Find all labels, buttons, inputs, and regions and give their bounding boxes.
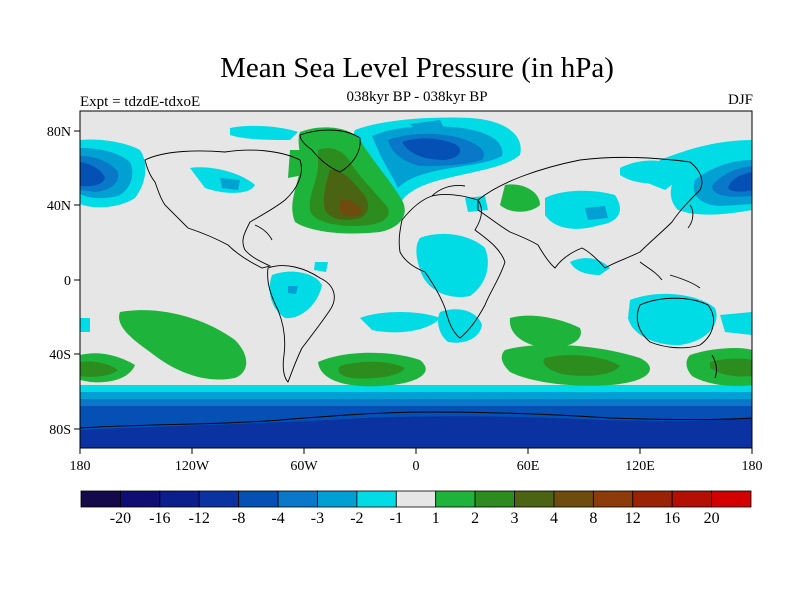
colorbar-label: -16 bbox=[149, 510, 170, 527]
colorbar-label: 12 bbox=[625, 510, 641, 527]
colorbar-label: 1 bbox=[432, 510, 440, 527]
south-pacific-high bbox=[119, 310, 247, 380]
lon-label-120w: 120W bbox=[175, 459, 210, 474]
southern-ocean-band-2 bbox=[80, 392, 752, 402]
indian-ocean-high bbox=[509, 315, 581, 348]
colorbar-swatch bbox=[80, 490, 121, 508]
colorbar-label: -8 bbox=[232, 510, 245, 527]
colorbar-swatch bbox=[711, 490, 752, 508]
colorbar-swatch bbox=[238, 490, 279, 508]
lat-label-80n: 80N bbox=[47, 125, 71, 140]
colorbar-label: -3 bbox=[311, 510, 324, 527]
latitude-axis: 80N 40N 0 40S 80S bbox=[47, 125, 80, 438]
map-fields bbox=[80, 111, 752, 448]
lon-label-120e: 120E bbox=[625, 459, 655, 474]
colorbar-label: 4 bbox=[550, 510, 558, 527]
southern-africa-low bbox=[438, 309, 482, 343]
colorbar-swatch bbox=[553, 490, 594, 508]
colorbar-label: -2 bbox=[350, 510, 363, 527]
lat-label-40s: 40S bbox=[49, 348, 71, 363]
colorbar-label: 3 bbox=[511, 510, 519, 527]
colorbar-swatch bbox=[277, 490, 318, 508]
colorbar-swatch bbox=[356, 490, 397, 508]
antarctic-low bbox=[80, 416, 752, 448]
lat-label-80s: 80S bbox=[49, 423, 71, 438]
southern-ocean-band-3 bbox=[80, 399, 752, 409]
australia-low bbox=[628, 293, 717, 346]
map-subtitle: 038kyr BP - 038kyr BP bbox=[346, 89, 488, 105]
colorbar: -20 -16 -12 -8 -4 -3 -2 -1 1 2 3 4 8 12 16 20 bbox=[80, 490, 752, 527]
colorbar-swatch bbox=[159, 490, 200, 508]
colorbar-swatch bbox=[435, 490, 476, 508]
colorbar-label: 8 bbox=[589, 510, 597, 527]
experiment-label: Expt = tdzdE-tdxoE bbox=[80, 94, 201, 110]
colorbar-swatch bbox=[514, 490, 555, 508]
lat-label-0: 0 bbox=[64, 274, 71, 289]
south-america-low bbox=[269, 271, 322, 319]
colorbar-label: -20 bbox=[110, 510, 131, 527]
map-title: Mean Sea Level Pressure (in hPa) bbox=[220, 52, 614, 84]
africa-low bbox=[416, 233, 488, 298]
lon-label-0: 0 bbox=[413, 459, 420, 474]
coastlines bbox=[80, 129, 752, 429]
colorbar-label: -12 bbox=[189, 510, 210, 527]
lon-label-60e: 60E bbox=[517, 459, 540, 474]
longitude-axis: 180 120W 60W 0 60E 120E 180 bbox=[70, 448, 763, 474]
season-label: DJF bbox=[727, 92, 753, 108]
lon-label-60w: 60W bbox=[290, 459, 318, 474]
colorbar-swatch bbox=[317, 490, 358, 508]
colorbar-label: 2 bbox=[471, 510, 479, 527]
colorbar-swatch bbox=[120, 490, 161, 508]
colorbar-label: 16 bbox=[664, 510, 680, 527]
colorbar-label: -4 bbox=[271, 510, 284, 527]
colorbar-swatch bbox=[474, 490, 515, 508]
colorbar-label: -1 bbox=[390, 510, 403, 527]
lon-label-180w: 180 bbox=[70, 459, 91, 474]
colorbar-swatch bbox=[198, 490, 240, 508]
lon-label-180e: 180 bbox=[742, 459, 763, 474]
lat-label-40n: 40N bbox=[47, 199, 71, 214]
colorbar-swatch bbox=[671, 490, 712, 508]
colorbar-label: 20 bbox=[704, 510, 720, 527]
colorbar-swatch bbox=[395, 490, 437, 508]
colorbar-swatch bbox=[632, 490, 673, 508]
colorbar-swatch bbox=[592, 490, 634, 508]
